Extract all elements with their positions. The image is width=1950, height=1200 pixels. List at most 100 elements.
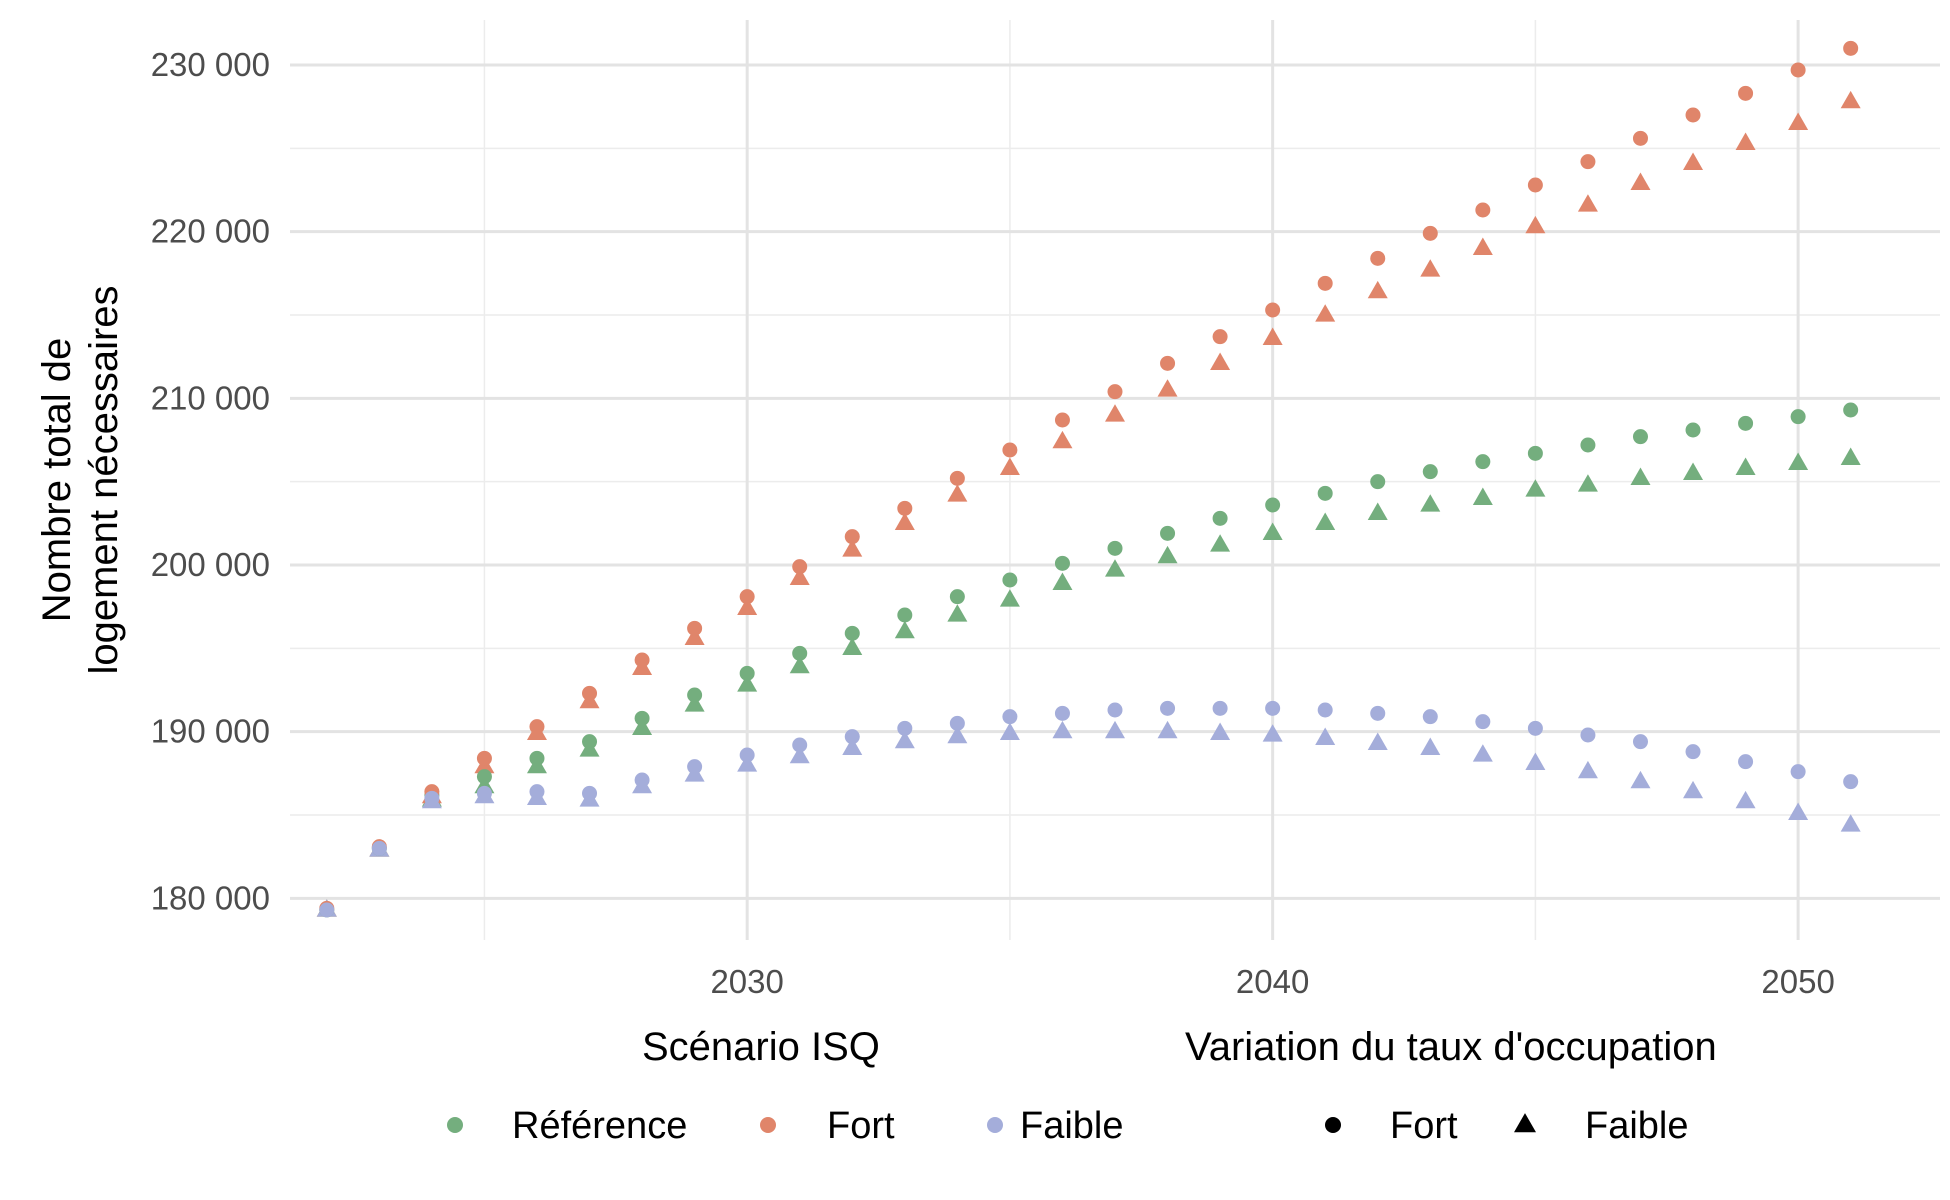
data-point-triangle [737,674,758,692]
data-point-triangle [1210,352,1231,370]
data-point-triangle [1315,304,1336,322]
data-point-circle [1580,727,1596,743]
data-point-triangle [1420,259,1441,277]
data-point-circle [792,559,808,575]
data-point-circle [1843,774,1859,790]
legend-shape-title: Variation du taux d'occupation [1185,1025,1717,1069]
data-point-circle [1265,497,1281,513]
legend: Scénario ISQ Variation du taux d'occupat… [447,1025,1717,1147]
data-point-circle [1422,709,1438,725]
data-point-circle [476,750,492,766]
data-point-triangle [1788,802,1809,820]
data-point-triangle [1840,447,1861,465]
data-point-circle [1527,177,1543,193]
data-point-triangle [684,627,705,645]
data-point-triangle [1315,512,1336,530]
data-point-circle [1370,250,1386,266]
legend-color-title: Scénario ISQ [642,1025,880,1069]
data-point-triangle [1262,724,1283,742]
data-point-triangle [947,484,968,502]
legend-key-triangle [1514,1113,1536,1133]
data-point-circle [476,785,492,801]
data-point-circle [844,625,860,641]
data-point-circle [1685,422,1701,438]
data-point-circle [844,529,860,545]
y-tick-label: 180 000 [151,879,270,916]
y-tick-label: 230 000 [151,46,270,83]
data-point-circle [1212,700,1228,716]
data-point-triangle [1262,522,1283,540]
data-point-triangle [999,722,1020,740]
data-point-triangle [1315,727,1336,745]
legend-key-circle [1325,1117,1341,1133]
data-point-circle [949,470,965,486]
data-point-circle [1107,384,1123,400]
data-point-circle [1054,705,1070,721]
data-point-circle [1160,700,1176,716]
data-point-circle [529,719,545,735]
data-point-triangle [1577,194,1598,212]
data-point-triangle [1157,720,1178,739]
data-point-circle [1790,764,1806,780]
data-point-triangle [1577,760,1598,779]
data-point-circle [897,500,913,516]
data-point-triangle [1420,737,1441,755]
data-point-circle [792,737,808,753]
data-point-triangle [632,717,653,735]
data-point-circle [1370,705,1386,721]
data-point-triangle [1472,744,1493,762]
data-point-circle [1790,62,1806,78]
data-point-triangle [1525,215,1546,234]
legend-label: Faible [1585,1105,1689,1147]
data-point-triangle [894,730,915,749]
data-point-triangle [1105,559,1125,577]
data-point-circle [897,720,913,736]
data-point-circle [844,729,860,745]
data-point-triangle [684,694,705,712]
data-point-circle [1475,714,1491,730]
data-point-triangle [1788,112,1809,130]
data-point-triangle [947,725,968,744]
data-point-triangle [1367,502,1388,520]
data-point-circle [529,784,545,800]
y-axis-title-line: logement nécessaires [82,285,126,674]
data-point-circle [634,772,650,788]
data-point-triangle [842,737,863,755]
data-point-circle [1475,202,1491,218]
data-point-circle [424,790,440,806]
data-point-triangle [947,604,968,622]
data-point-circle [1317,485,1333,501]
data-point-circle [1580,154,1596,170]
data-point-circle [319,902,335,918]
data-point-circle [476,769,492,785]
data-point-circle [1843,402,1859,418]
data-point-circle [1160,355,1176,371]
data-point-circle [634,652,650,668]
data-point-circle [1527,720,1543,736]
data-point-circle [739,747,755,763]
data-point-circle [1632,130,1648,146]
data-point-circle [687,687,703,703]
data-point-circle [371,840,387,856]
data-point-triangle [1525,479,1546,497]
data-point-triangle [1525,752,1546,770]
data-point-circle [1370,474,1386,490]
data-point-circle [1422,225,1438,241]
data-point-triangle [1630,770,1651,789]
y-tick-label: 220 000 [151,213,270,250]
data-point-circle [949,715,965,731]
data-point-circle [1685,107,1701,123]
data-point-triangle [1210,722,1231,740]
data-point-triangle [1630,467,1651,485]
data-point-triangle [894,620,915,639]
y-axis-title-line: Nombre total de [35,338,79,623]
data-point-triangle [737,754,758,772]
x-tick-label: 2050 [1761,963,1834,1000]
x-axis-ticks: 2030 2040 2050 [710,963,1834,1000]
legend-color-items: Référence Fort Faible [447,1105,1124,1147]
data-point-circle [1738,415,1754,431]
data-point-circle [1475,454,1491,470]
data-point-triangle [1052,572,1073,590]
data-point-triangle [789,655,810,674]
legend-key-circle [987,1117,1003,1133]
